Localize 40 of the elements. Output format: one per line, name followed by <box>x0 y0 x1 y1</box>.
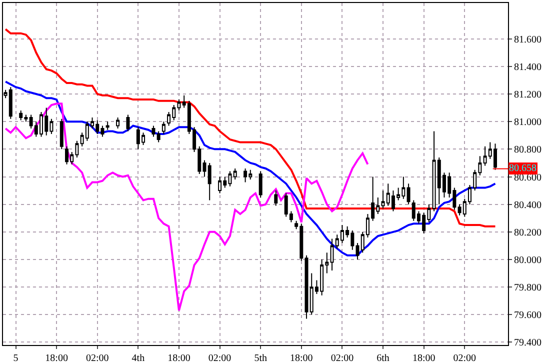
candlestick <box>60 118 64 150</box>
y-tick-label: 79.400 <box>514 338 542 349</box>
candlestick <box>208 162 212 201</box>
candlestick <box>228 170 232 187</box>
x-tick-label: 02:00 <box>86 353 109 363</box>
y-tick-label: 80.000 <box>514 255 542 266</box>
candlestick <box>274 190 278 206</box>
x-tick-label: 02:00 <box>208 353 232 363</box>
candlestick <box>162 121 166 135</box>
candlestick <box>258 170 262 198</box>
x-tick-label: 6th <box>376 353 390 363</box>
y-tick-label: 79.600 <box>514 310 542 322</box>
candlestick <box>406 183 410 205</box>
x-tick-label: 18:00 <box>45 353 68 363</box>
y-tick-label: 80.800 <box>514 144 542 156</box>
x-tick-label: 4th <box>132 353 145 363</box>
x-tick-label: 18:00 <box>290 353 313 363</box>
candlestick <box>152 125 156 138</box>
line-series <box>4 28 496 228</box>
candlestick <box>116 116 120 129</box>
candlestick <box>106 121 110 130</box>
y-tick-label: 79.800 <box>514 282 542 294</box>
y-tick-label: 80.400 <box>514 200 542 211</box>
y-tick-label: 81.200 <box>514 90 542 101</box>
candlestick <box>233 168 237 180</box>
line-series <box>4 102 369 312</box>
x-tick-label: 5 <box>13 353 18 363</box>
y-tick-label: 81.400 <box>514 62 542 73</box>
line-series <box>4 80 496 256</box>
y-tick-label: 80.200 <box>514 227 542 238</box>
candlestick <box>126 114 130 132</box>
x-tick-label: 5th <box>254 353 267 363</box>
x-tick-label: 18:00 <box>412 353 436 363</box>
x-tick-label: 02:00 <box>453 353 476 363</box>
y-tick-label: 81.600 <box>514 34 542 46</box>
x-tick-label: 18:00 <box>168 353 190 363</box>
x-tick-label: 02:00 <box>330 353 354 363</box>
y-tick-label: 81.000 <box>514 117 542 128</box>
candlestick <box>156 130 160 143</box>
ref-line-label: 80.658 <box>509 163 536 174</box>
